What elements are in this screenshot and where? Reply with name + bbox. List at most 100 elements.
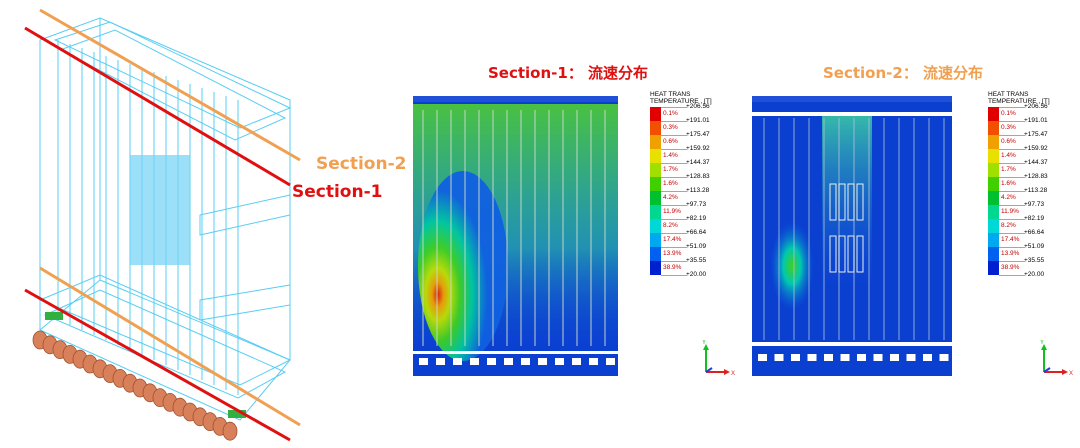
legend-header-2: TEMPERATURE , [T] [650, 98, 712, 105]
legend-percent: 11.9% [663, 208, 681, 215]
legend-tick [999, 135, 1025, 136]
legend-swatch [988, 247, 999, 261]
section2-line-top [39, 8, 301, 162]
legend-tick [661, 275, 687, 276]
legend-swatch [650, 233, 661, 247]
legend-tick [999, 205, 1025, 206]
axis-x-label: X [731, 371, 735, 377]
legend-swatch [650, 135, 661, 149]
legend-swatch [988, 107, 999, 121]
legend-value: +66.64 [686, 229, 707, 236]
legend-percent: 13.9% [663, 250, 682, 257]
legend-tick [999, 233, 1025, 234]
legend-tick [661, 233, 687, 234]
legend-percent: 0.6% [1001, 138, 1016, 145]
legend-swatch [650, 177, 661, 191]
axis-triad-right: Y X [1040, 340, 1073, 377]
legend-swatch [988, 177, 999, 191]
legend-value: +206.56 [1024, 103, 1048, 110]
legend-swatch [650, 107, 661, 121]
legend-swatch [988, 191, 999, 205]
legend-swatch [988, 233, 999, 247]
fitting-left [45, 312, 63, 320]
legend-value: +128.83 [686, 173, 710, 180]
legend-percent: 1.7% [663, 166, 678, 173]
legend-swatch [988, 149, 999, 163]
legend-value: +113.28 [1024, 187, 1048, 194]
legend-swatch [650, 121, 661, 135]
legend-tick [661, 191, 687, 192]
legend-value: +175.47 [1024, 131, 1048, 138]
legend-percent: 11.9% [1001, 208, 1019, 215]
legend-swatch [650, 219, 661, 233]
legend-tick [661, 121, 687, 122]
legend-swatch [988, 121, 999, 135]
legend-value: +128.83 [1024, 173, 1048, 180]
legend-tick [661, 261, 687, 262]
axis-triad-left: Y X [702, 340, 735, 377]
legend-percent: 13.9% [1001, 250, 1020, 257]
legend-percent: 1.4% [1001, 152, 1016, 159]
legend-swatch [988, 163, 999, 177]
legend-tick [999, 191, 1025, 192]
legend-tick [999, 121, 1025, 122]
legend-percent: 8.2% [663, 222, 678, 229]
section1-side-label: Section-1 [292, 182, 383, 202]
legend-tick [999, 275, 1025, 276]
legend-value: +51.09 [686, 243, 707, 250]
legend-tick [999, 261, 1025, 262]
legend-swatch [988, 219, 999, 233]
legend-percent: 17.4% [1001, 236, 1020, 243]
section2-legend: HEAT TRANS TEMPERATURE , [T] +206.56 +191… [988, 91, 1068, 281]
section1-contour-plot [413, 96, 618, 376]
legend-percent: 0.3% [1001, 124, 1016, 131]
legend-percent: 0.1% [1001, 110, 1016, 117]
legend-swatch [650, 163, 661, 177]
legend-value: +144.37 [1024, 159, 1048, 166]
section2-contour-plot [752, 96, 952, 376]
legend-tick [661, 247, 687, 248]
legend-percent: 38.9% [1001, 264, 1020, 271]
section1-line-bottom [24, 288, 291, 442]
legend-tick [999, 163, 1025, 164]
legend-value: +206.56 [686, 103, 710, 110]
fitting-right [228, 410, 246, 418]
legend-value: +191.01 [686, 117, 710, 124]
section2-title: Section-2： 流速分布 [823, 64, 984, 82]
section1-legend: HEAT TRANS TEMPERATURE , [T] +206.56 +191… [650, 91, 730, 281]
legend-percent: 8.2% [1001, 222, 1016, 229]
legend-colorbar [650, 107, 661, 275]
legend-tick [999, 107, 1025, 108]
legend-colorbar [988, 107, 999, 275]
legend-header-1: HEAT TRANS [988, 91, 1029, 98]
legend-percent: 1.7% [1001, 166, 1016, 173]
axis-x-label: X [1069, 371, 1073, 377]
section1-line-top [24, 26, 291, 187]
legend-value: +191.01 [1024, 117, 1048, 124]
legend-percent: 1.6% [1001, 180, 1016, 187]
legend-swatch [988, 261, 999, 275]
axis-y-label: Y [1040, 340, 1044, 346]
legend-value: +35.55 [686, 257, 707, 264]
legend-tick [661, 107, 687, 108]
legend-swatch [650, 205, 661, 219]
legend-value: +175.47 [686, 131, 710, 138]
legend-header-1: HEAT TRANS [650, 91, 691, 98]
legend-value: +97.73 [686, 201, 707, 208]
legend-tick [999, 247, 1025, 248]
section2-side-label: Section-2 [316, 154, 407, 174]
legend-tick [661, 163, 687, 164]
legend-swatch [650, 261, 661, 275]
wireframe-model [24, 8, 301, 442]
legend-value: +159.92 [1024, 145, 1048, 152]
legend-swatch [988, 205, 999, 219]
legend-swatch [650, 191, 661, 205]
axis-y-label: Y [702, 340, 706, 346]
legend-percent: 4.2% [1001, 194, 1016, 201]
legend-percent: 38.9% [663, 264, 682, 271]
legend-value: +113.28 [686, 187, 710, 194]
legend-value: +20.00 [686, 271, 707, 278]
legend-swatch [650, 149, 661, 163]
legend-tick [999, 177, 1025, 178]
legend-tick [661, 177, 687, 178]
